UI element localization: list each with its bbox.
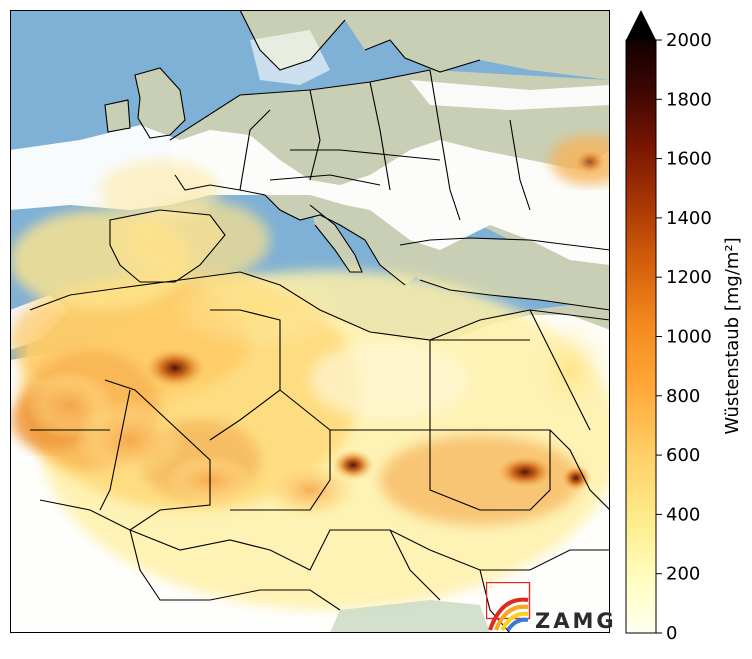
colorbar-tick-label: 1400: [666, 208, 712, 229]
map-border: [10, 10, 610, 633]
colorbar-tick-label: 600: [666, 445, 700, 466]
colorbar-tick-label: 400: [666, 504, 700, 525]
colorbar-title: Wüstenstaub [mg/m²]: [722, 237, 743, 434]
colorbar-tick-label: 1600: [666, 149, 712, 170]
colorbar-tick-label: 200: [666, 564, 700, 585]
land-south: [330, 600, 490, 633]
colorbar: 0 200 400 600 800 1000 1200 1400 1600 1800 2000 Wü…: [610, 0, 752, 655]
country-borders: [29, 10, 610, 633]
map-canvas: [10, 10, 610, 633]
colorbar-gradient: [625, 39, 657, 634]
colorbar-tick-label: 0: [666, 623, 677, 644]
colorbar-tick-label: 2000: [666, 30, 712, 51]
zamg-logo: [485, 581, 612, 632]
dust-map[interactable]: [10, 10, 610, 633]
colorbar-tick-label: 1000: [666, 327, 712, 348]
colorbar-ticks: 0 200 400 600 800 1000 1200 1400 1600 1800 2000: [656, 30, 712, 644]
colorbar-extend-arrow: [626, 10, 656, 40]
colorbar-tick-label: 1800: [666, 89, 712, 110]
colorbar-tick-label: 1200: [666, 267, 712, 288]
colorbar-tick-label: 800: [666, 386, 700, 407]
logo-frame: [485, 581, 531, 620]
logo-text: ZAMG: [535, 609, 617, 633]
